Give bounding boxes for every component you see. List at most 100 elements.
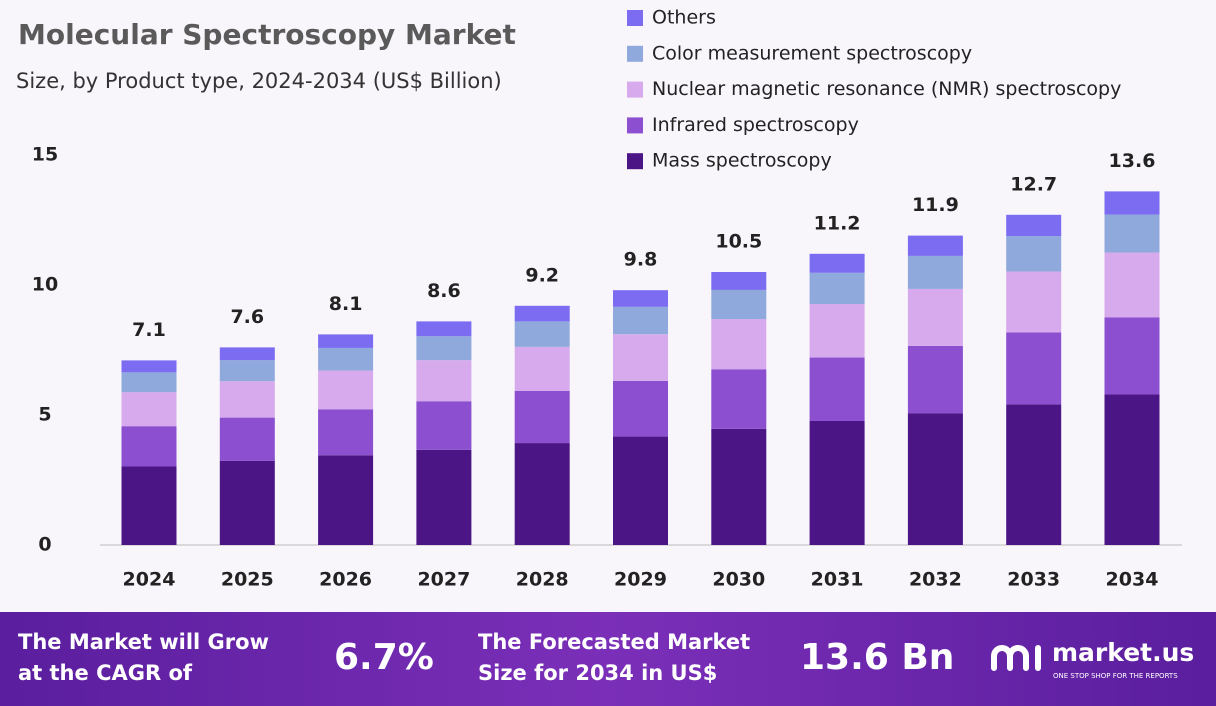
bar-segment	[809, 357, 865, 421]
bar-segment	[514, 321, 570, 347]
bar-segment	[416, 401, 472, 450]
legend-label: Others	[652, 7, 716, 29]
x-tick-label: 2026	[319, 569, 372, 591]
legend-swatch	[627, 153, 643, 170]
bar-segment	[1006, 236, 1062, 272]
bar-segment	[121, 426, 177, 467]
bar-segment	[809, 303, 865, 358]
y-tick-label: 5	[38, 404, 51, 426]
bar-segment	[907, 413, 963, 545]
bar-segment	[121, 392, 177, 427]
bar-segment	[416, 336, 472, 361]
tagline: ONE STOP SHOP FOR THE REPORTS	[1053, 672, 1178, 680]
bar-segment	[613, 380, 668, 437]
bar-segment	[711, 289, 767, 320]
total-label: 9.8	[624, 249, 658, 271]
bar-segment	[907, 235, 963, 256]
bar-segment	[514, 346, 570, 391]
bar-segment	[809, 253, 865, 273]
bar-segment	[219, 360, 275, 382]
bar-segment	[809, 420, 865, 545]
total-label: 11.9	[912, 194, 959, 216]
bar-segment	[318, 347, 374, 371]
legend-swatch	[627, 10, 643, 26]
bar-segment	[416, 360, 472, 402]
x-tick-label: 2031	[811, 569, 864, 591]
footer-band	[0, 612, 1216, 706]
bar-segment	[613, 436, 668, 545]
bar-segment	[1104, 191, 1160, 215]
bar-segment	[1006, 271, 1062, 333]
bar-segment	[219, 347, 275, 361]
bar-segment	[907, 345, 963, 414]
bar-segment	[1104, 394, 1160, 545]
total-label: 10.5	[715, 231, 762, 253]
legend-swatch	[627, 45, 643, 62]
bar-segment	[1104, 317, 1160, 395]
total-label: 9.2	[525, 264, 559, 286]
bar-segment	[613, 290, 668, 307]
bar-segment	[318, 334, 374, 348]
bar-segment	[907, 288, 963, 346]
bar-segment	[711, 319, 767, 370]
bar-segment	[613, 334, 668, 381]
total-label: 13.6	[1109, 150, 1156, 172]
x-tick-label: 2027	[417, 569, 470, 591]
x-tick-label: 2032	[909, 569, 962, 591]
bar-segment	[318, 370, 374, 410]
x-tick-label: 2028	[516, 569, 569, 591]
forecast-text: Size for 2034 in US$	[478, 661, 717, 685]
legend-label: Nuclear magnetic resonance (NMR) spectro…	[652, 78, 1121, 100]
x-tick-label: 2024	[123, 569, 176, 591]
forecast-text: The Forecasted Market	[478, 630, 750, 654]
total-label: 7.1	[132, 319, 166, 341]
legend-swatch	[627, 81, 643, 98]
x-tick-label: 2034	[1106, 569, 1159, 591]
bar-segment	[1006, 332, 1062, 405]
bar-segment	[613, 306, 668, 335]
y-tick-label: 15	[32, 144, 58, 166]
bar-segment	[907, 255, 963, 289]
bar-segment	[514, 443, 570, 545]
logo-icon	[991, 645, 1041, 671]
bar-segment	[318, 409, 374, 456]
x-tick-label: 2025	[221, 569, 274, 591]
x-tick-label: 2033	[1007, 569, 1060, 591]
chart-subtitle: Size, by Product type, 2024-2034 (US$ Bi…	[16, 69, 502, 93]
bar-segment	[121, 466, 177, 545]
bar-segment	[121, 372, 177, 393]
bar-segment	[121, 360, 177, 373]
bar-segment	[809, 272, 865, 304]
x-tick-label: 2029	[614, 569, 667, 591]
legend-swatch	[627, 117, 643, 134]
bar-segment	[318, 455, 374, 545]
total-label: 8.1	[329, 293, 363, 315]
legend-label: Color measurement spectroscopy	[652, 42, 972, 64]
bar-segment	[416, 449, 472, 545]
chart-title: Molecular Spectroscopy Market	[18, 18, 516, 51]
total-label: 12.7	[1010, 173, 1057, 195]
total-label: 7.6	[230, 306, 264, 328]
bar-segment	[1006, 214, 1062, 237]
legend-label: Infrared spectroscopy	[652, 114, 859, 136]
cagr-value: 6.7%	[334, 637, 434, 678]
bar-segment	[1006, 404, 1062, 545]
bar-segment	[711, 272, 767, 290]
y-tick-label: 0	[38, 534, 51, 556]
bar-segment	[711, 428, 767, 545]
forecast-value: 13.6 Bn	[800, 637, 954, 678]
bar-segment	[711, 369, 767, 429]
total-label: 8.6	[427, 280, 461, 302]
bar-segment	[514, 305, 570, 322]
bar-segment	[1104, 252, 1160, 318]
total-label: 11.2	[814, 212, 861, 234]
cagr-text: The Market will Grow	[18, 630, 269, 654]
x-tick-label: 2030	[712, 569, 765, 591]
bar-segment	[219, 417, 275, 461]
brand: market.us	[1052, 638, 1194, 667]
bar-segment	[219, 460, 275, 545]
bar-segment	[416, 321, 472, 337]
legend-label: Mass spectroscopy	[652, 150, 832, 172]
y-tick-label: 10	[32, 274, 58, 296]
